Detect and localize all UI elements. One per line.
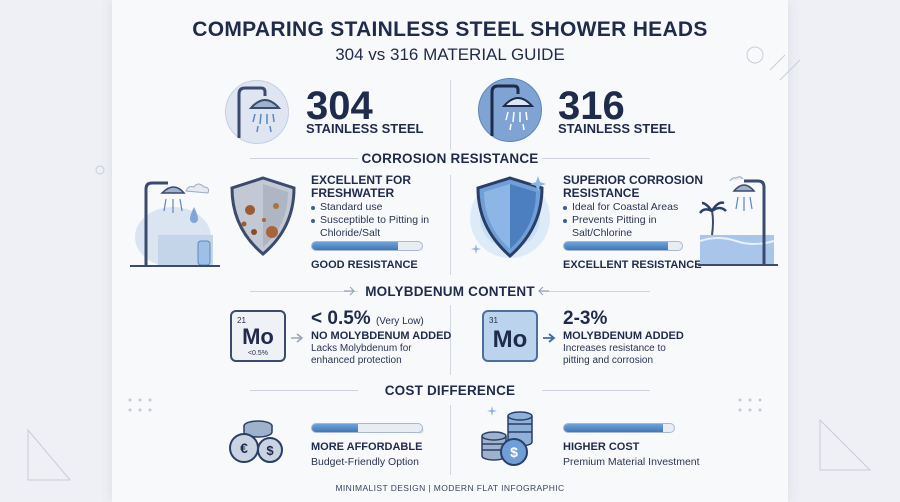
molybdenum-element-tile: 21 Mo <0.5% [230, 310, 286, 362]
cloud-icon [185, 183, 209, 194]
grade-316-label: STAINLESS STEEL [558, 121, 676, 136]
glowing-shield-icon [470, 176, 550, 258]
molybdenum-316-heading: MOLYBDENUM ADDED [563, 330, 684, 342]
corrosion-316-title: SUPERIOR CORROSION RESISTANCE [563, 173, 704, 201]
molybdenum-element-tile: 31 Mo [482, 310, 538, 362]
section-rule [250, 291, 358, 292]
corrosion-304-title: EXCELLENT FOR FRESHWATER [311, 173, 412, 201]
corrosion-divider [450, 175, 451, 275]
corrosion-316-rating: EXCELLENT RESISTANCE [563, 259, 702, 271]
corrosion-316-bullets: Ideal for Coastal Areas Prevents Pitting… [563, 201, 698, 240]
atomic-number: 31 [489, 316, 498, 325]
dollar-coin-stack-icon: $ [481, 406, 533, 466]
corrosion-section-title: CORROSION RESISTANCE [361, 151, 539, 166]
corrosion-316-bar [563, 241, 683, 251]
water-drop-icon [190, 207, 198, 223]
cost-316-bar-fill [564, 424, 663, 432]
molybdenum-divider [450, 305, 451, 375]
molybdenum-304-value: < 0.5% (Very Low) [311, 308, 424, 330]
cloud-icon [729, 176, 744, 182]
value-text: < 0.5% [311, 308, 371, 329]
shower-icon [130, 181, 220, 267]
element-percentage: <0.5% [247, 350, 269, 357]
arrow-right-icon [291, 333, 304, 343]
element-symbol: Mo [242, 324, 274, 349]
molybdenum-304-heading: NO MOLYBDENUM ADDED [311, 330, 452, 342]
cost-304-bar-fill [312, 424, 359, 432]
cost-316-heading: HIGHER COST [563, 441, 640, 453]
element-symbol: Mo [492, 326, 528, 353]
bullet-item: Prevents Pitting in Salt/Chlorine [563, 214, 698, 240]
cost-316-desc: Premium Material Investment [563, 456, 700, 468]
section-rule [250, 390, 358, 391]
arrow-icon [538, 286, 549, 296]
grade-316-number: 316 [558, 84, 625, 128]
section-rule [542, 390, 650, 391]
molybdenum-section-title: MOLYBDENUM CONTENT [365, 284, 535, 299]
palm-tree-icon [698, 201, 727, 236]
cost-section-title: COST DIFFERENCE [384, 383, 516, 398]
cost-divider [450, 405, 451, 475]
section-rule [542, 291, 650, 292]
corrosion-304-bar [311, 241, 423, 251]
rusted-shield-icon [230, 176, 296, 256]
cost-304-desc: Budget-Friendly Option [311, 456, 419, 468]
grade-304-circle [225, 80, 289, 144]
svg-text:$: $ [510, 444, 518, 460]
bullet-item: Susceptible to Pitting in Chloride/Salt [311, 214, 441, 240]
page-subtitle: 304 vs 316 MATERIAL GUIDE [335, 45, 565, 64]
grade-divider [450, 80, 451, 150]
bottle-icon [197, 240, 211, 266]
molybdenum-316-desc: Increases resistance to pitting and corr… [563, 343, 666, 367]
bullet-item: Ideal for Coastal Areas [563, 201, 698, 214]
desc-line: enhanced protection [311, 355, 402, 366]
value-note: (Very Low) [375, 316, 424, 327]
desc-line: Lacks Molybdenum for [311, 343, 412, 354]
corrosion-304-rating: GOOD RESISTANCE [311, 259, 418, 271]
svg-text:$: $ [266, 443, 274, 458]
cost-304-heading: MORE AFFORDABLE [311, 441, 423, 453]
cost-304-bar [311, 423, 423, 433]
cost-316-bar [563, 423, 675, 433]
molybdenum-304-desc: Lacks Molybdenum for enhanced protection [311, 343, 412, 367]
euro-dollar-coins-icon: € $ [229, 420, 283, 463]
section-rule [542, 158, 650, 159]
svg-text:€: € [240, 440, 248, 456]
desc-line: Increases resistance to [563, 343, 666, 354]
section-rule [250, 158, 358, 159]
corrosion-304-bar-fill [312, 242, 398, 250]
corrosion-316-bar-fill [564, 242, 668, 250]
molybdenum-316-value: 2-3% [563, 308, 608, 329]
grade-304-label: STAINLESS STEEL [306, 121, 424, 136]
desc-line: pitting and corrosion [563, 355, 654, 366]
coastal-shower-icon [698, 176, 778, 266]
grade-316-circle [478, 78, 542, 142]
bullet-item: Standard use [311, 201, 441, 214]
footer-text: MINIMALIST DESIGN | MODERN FLAT INFOGRAP… [335, 483, 565, 493]
shower-head-icon [237, 86, 282, 138]
atomic-number: 21 [237, 316, 246, 325]
corrosion-304-bullets: Standard use Susceptible to Pitting in C… [311, 201, 441, 240]
arrow-right-icon [543, 333, 556, 343]
shower-head-icon [490, 84, 535, 136]
arrow-icon [344, 286, 355, 296]
page-title: COMPARING STAINLESS STEEL SHOWER HEADS [192, 18, 708, 41]
grade-304-number: 304 [306, 84, 373, 128]
